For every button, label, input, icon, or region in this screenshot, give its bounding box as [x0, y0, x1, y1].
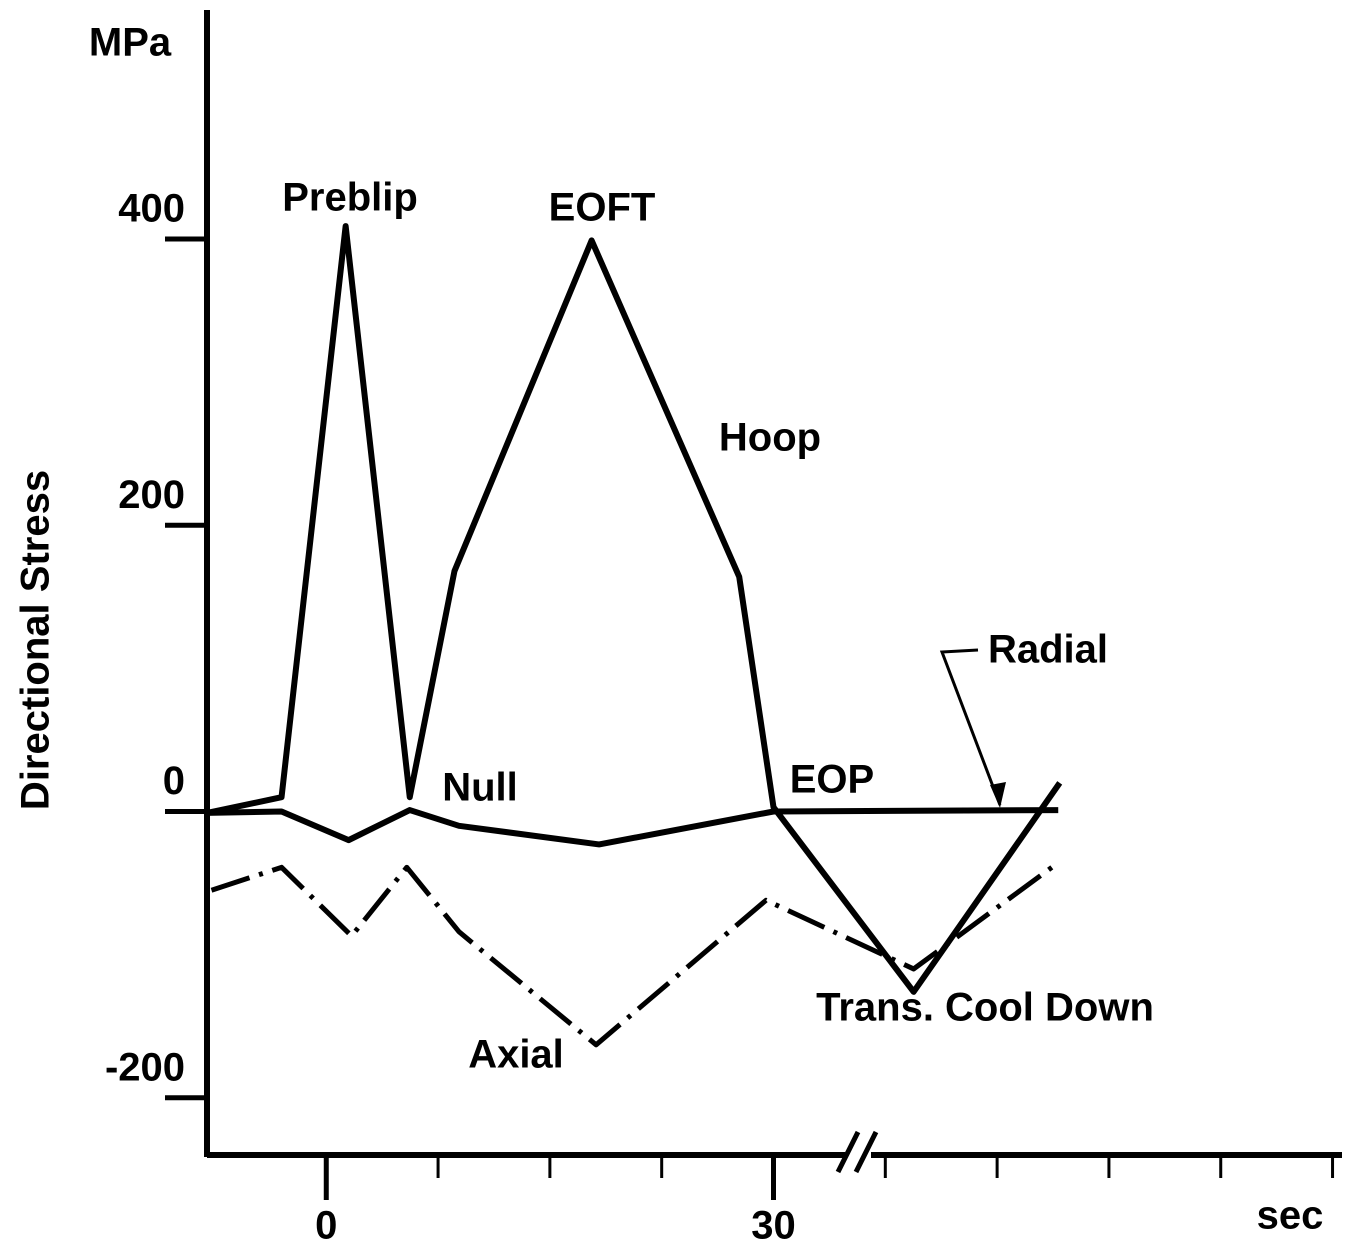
- series-label: Hoop: [719, 416, 821, 460]
- y-unit: MPa: [89, 21, 172, 65]
- x-tick-label: 30: [751, 1204, 796, 1248]
- series-line: [206, 223, 1063, 995]
- annotation: Trans. Cool Down: [816, 986, 1154, 1030]
- axis-break-mark: [853, 1130, 879, 1174]
- y-axis-label: Directional Stress: [14, 470, 58, 810]
- y-tick-label: -200: [105, 1045, 185, 1089]
- annotation: Preblip: [282, 176, 418, 220]
- y-tick-label: 200: [118, 473, 185, 517]
- series-line: [206, 807, 1059, 848]
- series-label: Axial: [468, 1033, 564, 1077]
- radial-pointer-head: [990, 782, 1006, 808]
- annotation: EOFT: [549, 186, 656, 230]
- axis-break-mark: [835, 1130, 861, 1174]
- y-tick-label: 0: [163, 759, 185, 803]
- y-tick-label: 400: [118, 187, 185, 231]
- x-tick-label: 0: [315, 1204, 337, 1248]
- axis-break: [835, 1130, 879, 1174]
- radial-pointer: [939, 648, 1002, 806]
- annotation: EOP: [790, 758, 874, 802]
- series-line: [210, 863, 1056, 1048]
- x-unit: sec: [1257, 1194, 1324, 1238]
- annotation: Null: [442, 766, 518, 810]
- series-label: Radial: [988, 628, 1108, 672]
